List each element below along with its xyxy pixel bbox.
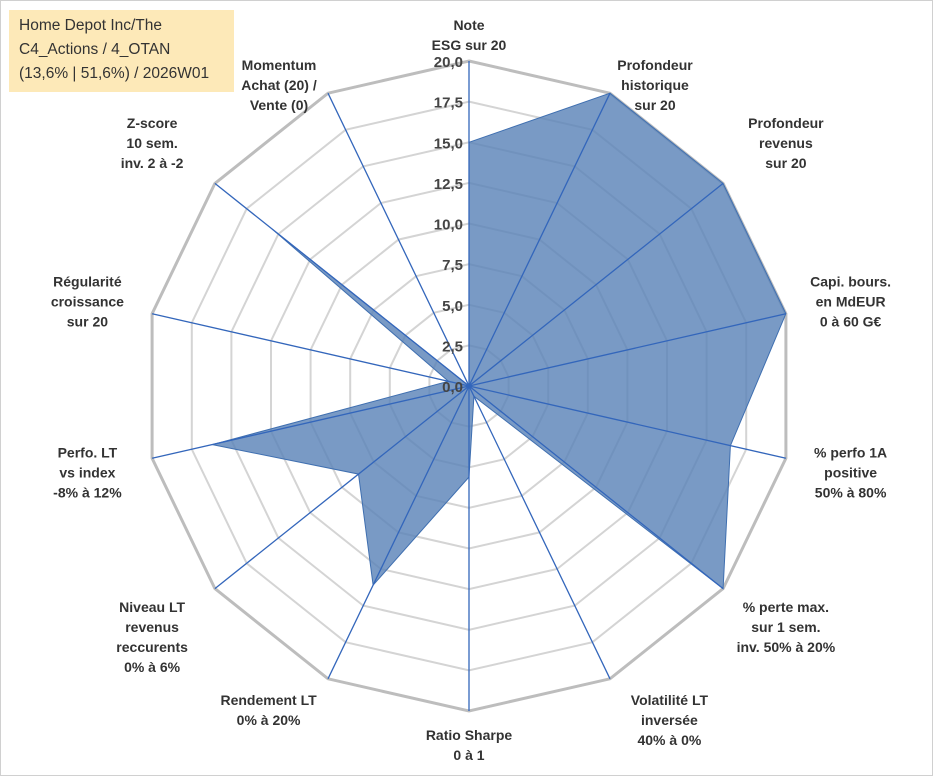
axis-label-7-line-1: 0 à 1 (453, 747, 484, 763)
axis-label-11-line-2: sur 20 (67, 314, 108, 330)
axis-label-6-line-0: Volatilité LT (631, 692, 709, 708)
axis-label-10-line-1: vs index (59, 465, 115, 481)
axis-label-6-line-1: inversée (641, 712, 698, 728)
tick-label-5: 12,5 (434, 176, 463, 193)
axis-label-2-line-0: Profondeur (748, 115, 824, 131)
axis-label-12-line-2: inv. 2 à -2 (121, 155, 184, 171)
axis-label-8-line-0: Rendement LT (220, 692, 317, 708)
chart-title-line-2: C4_Actions / 4_OTAN (19, 38, 224, 62)
tick-label-7: 17,5 (434, 95, 463, 112)
axis-label-2: Profondeur revenus sur 20 (748, 115, 824, 171)
chart-title-line-3: (13,6% | 51,6%) / 2026W01 (19, 62, 224, 86)
axis-label-10-line-0: Perfo. LT (58, 445, 118, 461)
axis-label-9-line-3: 0% à 6% (124, 659, 181, 675)
axis-label-3-line-0: Capi. bours. (810, 274, 891, 290)
axis-label-0-line-1: ESG sur 20 (432, 37, 507, 53)
axis-label-5-line-0: % perte max. (743, 599, 829, 615)
axis-label-13-line-1: Achat (20) / (241, 77, 317, 93)
axis-label-4: % perfo 1A positive 50% à 80% (814, 445, 887, 501)
axis-label-12-line-0: Z-score (127, 115, 178, 131)
axis-label-5-line-1: sur 1 sem. (751, 619, 820, 635)
axis-label-9-line-2: reccurents (116, 639, 188, 655)
axis-label-3: Capi. bours. en MdEUR 0 à 60 G€ (810, 274, 891, 330)
axis-label-0-line-0: Note (453, 17, 484, 33)
tick-label-0: 0,0 (442, 379, 463, 396)
tick-label-6: 15,0 (434, 135, 463, 152)
axis-label-8-line-1: 0% à 20% (237, 712, 301, 728)
axis-label-12-line-1: 10 sem. (126, 135, 177, 151)
axis-label-6: Volatilité LT inversée 40% à 0% (631, 692, 709, 748)
axis-label-8: Rendement LT 0% à 20% (220, 692, 317, 728)
axis-label-7: Ratio Sharpe 0 à 1 (426, 727, 513, 763)
axis-label-3-line-2: 0 à 60 G€ (820, 314, 882, 330)
axis-label-10: Perfo. LT vs index -8% à 12% (53, 445, 122, 501)
axis-label-13-line-2: Vente (0) (250, 97, 308, 113)
axis-label-13: Momentum Achat (20) / Vente (0) (241, 57, 317, 113)
tick-label-4: 10,0 (434, 217, 463, 234)
tick-label-1: 2,5 (442, 338, 463, 355)
axis-label-13-line-0: Momentum (242, 57, 317, 73)
tick-label-8: 20,0 (434, 54, 463, 71)
chart-title-line-1: Home Depot Inc/The (19, 14, 224, 38)
axis-label-9-line-1: revenus (125, 619, 179, 635)
axis-label-11-line-0: Régularité (53, 274, 122, 290)
tick-label-2: 5,0 (442, 298, 463, 315)
axis-label-9: Niveau LT revenus reccurents 0% à 6% (116, 599, 188, 675)
axis-label-5: % perte max. sur 1 sem. inv. 50% à 20% (737, 599, 836, 655)
axis-label-1-line-2: sur 20 (634, 97, 675, 113)
axis-label-12: Z-score 10 sem. inv. 2 à -2 (121, 115, 184, 171)
axis-label-1-line-1: historique (621, 77, 689, 93)
axis-label-4-line-1: positive (824, 465, 877, 481)
axis-label-11-line-1: croissance (51, 294, 124, 310)
axis-label-9-line-0: Niveau LT (119, 599, 185, 615)
axis-label-10-line-2: -8% à 12% (53, 485, 122, 501)
tick-layer: 0,0 2,5 5,0 7,5 10,0 12,5 15,0 17,5 20,0 (434, 54, 463, 396)
axis-label-2-line-2: sur 20 (765, 155, 806, 171)
axis-label-1-line-0: Profondeur (617, 57, 693, 73)
axis-label-5-line-2: inv. 50% à 20% (737, 639, 836, 655)
axis-label-6-line-2: 40% à 0% (637, 732, 701, 748)
axis-label-11: Régularité croissance sur 20 (51, 274, 124, 330)
axis-label-4-line-0: % perfo 1A (814, 445, 887, 461)
axis-label-1: Profondeur historique sur 20 (617, 57, 693, 113)
chart-title-box: Home Depot Inc/The C4_Actions / 4_OTAN (… (9, 10, 234, 92)
axis-label-0: Note ESG sur 20 (432, 17, 507, 53)
axis-label-7-line-0: Ratio Sharpe (426, 727, 513, 743)
axis-label-2-line-1: revenus (759, 135, 813, 151)
axis-label-3-line-1: en MdEUR (816, 294, 886, 310)
axis-label-4-line-2: 50% à 80% (815, 485, 887, 501)
tick-label-3: 7,5 (442, 257, 463, 274)
